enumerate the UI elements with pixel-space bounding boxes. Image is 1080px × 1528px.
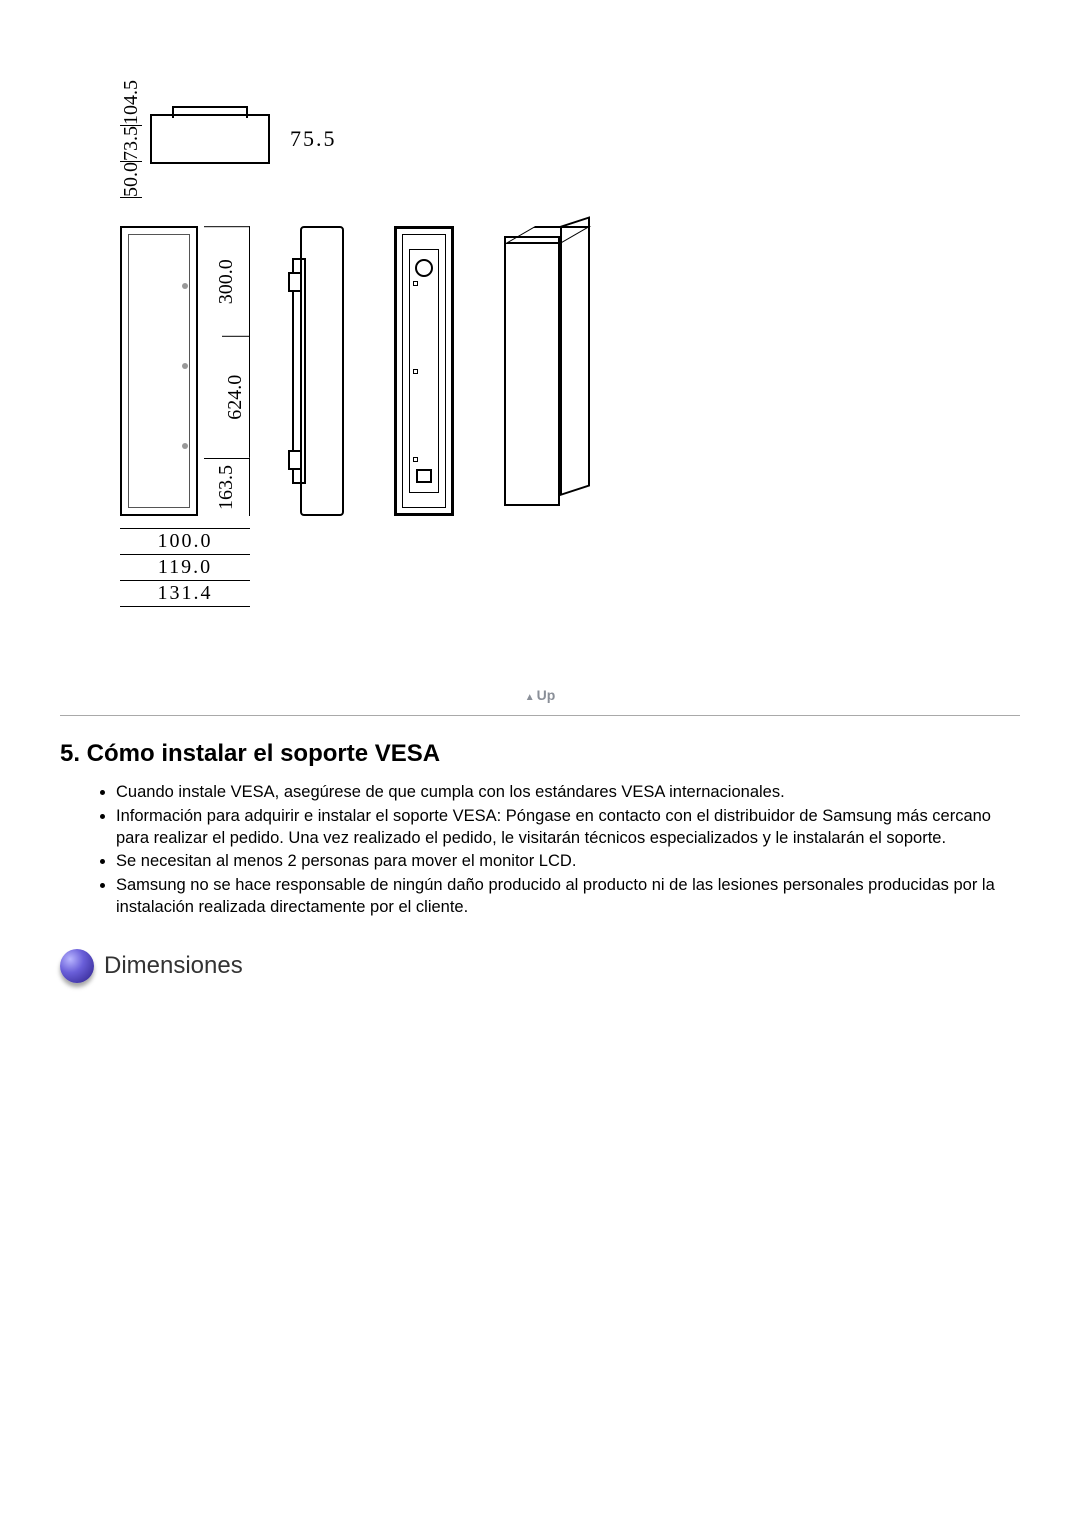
screw-hole-icon (413, 281, 418, 286)
sub-heading-row: Dimensiones (60, 949, 1020, 983)
camera-hole-icon (415, 259, 433, 277)
sub-heading-title: Dimensiones (104, 952, 243, 980)
vertical-dimension-column: 300.0 624.0 163.5 (204, 226, 250, 516)
top-view-outline (150, 114, 270, 164)
section-title: 5. Cómo instalar el soporte VESA (60, 740, 1020, 768)
list-item: Cuando instale VESA, asegúrese de que cu… (116, 782, 1020, 804)
dim-label: 100.0 (120, 528, 250, 555)
up-link[interactable]: ▲Up (60, 687, 1020, 703)
up-link-label: Up (537, 687, 556, 703)
mount-plate (409, 249, 439, 493)
bracket-tab (288, 272, 302, 292)
top-view-height-dims: 104.5 73.5 50.0 (120, 80, 142, 198)
dim-label: 73.5 (120, 126, 142, 162)
dim-label: 104.5 (120, 80, 142, 126)
iso-side-face (560, 216, 590, 496)
list-item: Se necesitan al menos 2 personas para mo… (116, 851, 1020, 873)
elevation-views-row: 300.0 624.0 163.5 100.0 119.0 131.4 (120, 226, 1020, 607)
rear-view-outline (394, 226, 454, 516)
connector-icon (416, 469, 432, 483)
list-item: Información para adquirir e instalar el … (116, 806, 1020, 850)
front-view-outline (120, 226, 198, 516)
up-triangle-icon: ▲ (525, 692, 535, 703)
screw-hole-icon (413, 369, 418, 374)
bottom-dimension-stack: 100.0 119.0 131.4 (120, 528, 250, 607)
technical-drawing-figure: 104.5 73.5 50.0 75.5 300.0 624.0 163.5 (120, 80, 1020, 607)
side-view-outline (300, 226, 344, 516)
list-item: Samsung no se hace responsable de ningún… (116, 875, 1020, 919)
dim-label: 300.0 (204, 226, 250, 336)
dim-label: 131.4 (120, 581, 250, 607)
sphere-bullet-icon (60, 949, 94, 983)
top-view: 104.5 73.5 50.0 75.5 (120, 80, 1020, 198)
dim-label: 50.0 (120, 162, 142, 198)
dim-label: 75.5 (290, 126, 337, 152)
dim-label: 119.0 (120, 555, 250, 581)
isometric-view (504, 226, 596, 516)
bracket-tab (288, 450, 302, 470)
dim-label: 163.5 (204, 458, 250, 516)
dim-label: 624.0 (222, 336, 250, 458)
screw-hole-icon (413, 457, 418, 462)
mount-hole-icon (182, 363, 188, 369)
front-view-with-dims: 300.0 624.0 163.5 100.0 119.0 131.4 (120, 226, 250, 607)
mount-hole-icon (182, 443, 188, 449)
section-divider (60, 715, 1020, 716)
iso-front-face (504, 236, 560, 506)
mount-hole-icon (182, 283, 188, 289)
section-bullet-list: Cuando instale VESA, asegúrese de que cu… (116, 782, 1020, 919)
